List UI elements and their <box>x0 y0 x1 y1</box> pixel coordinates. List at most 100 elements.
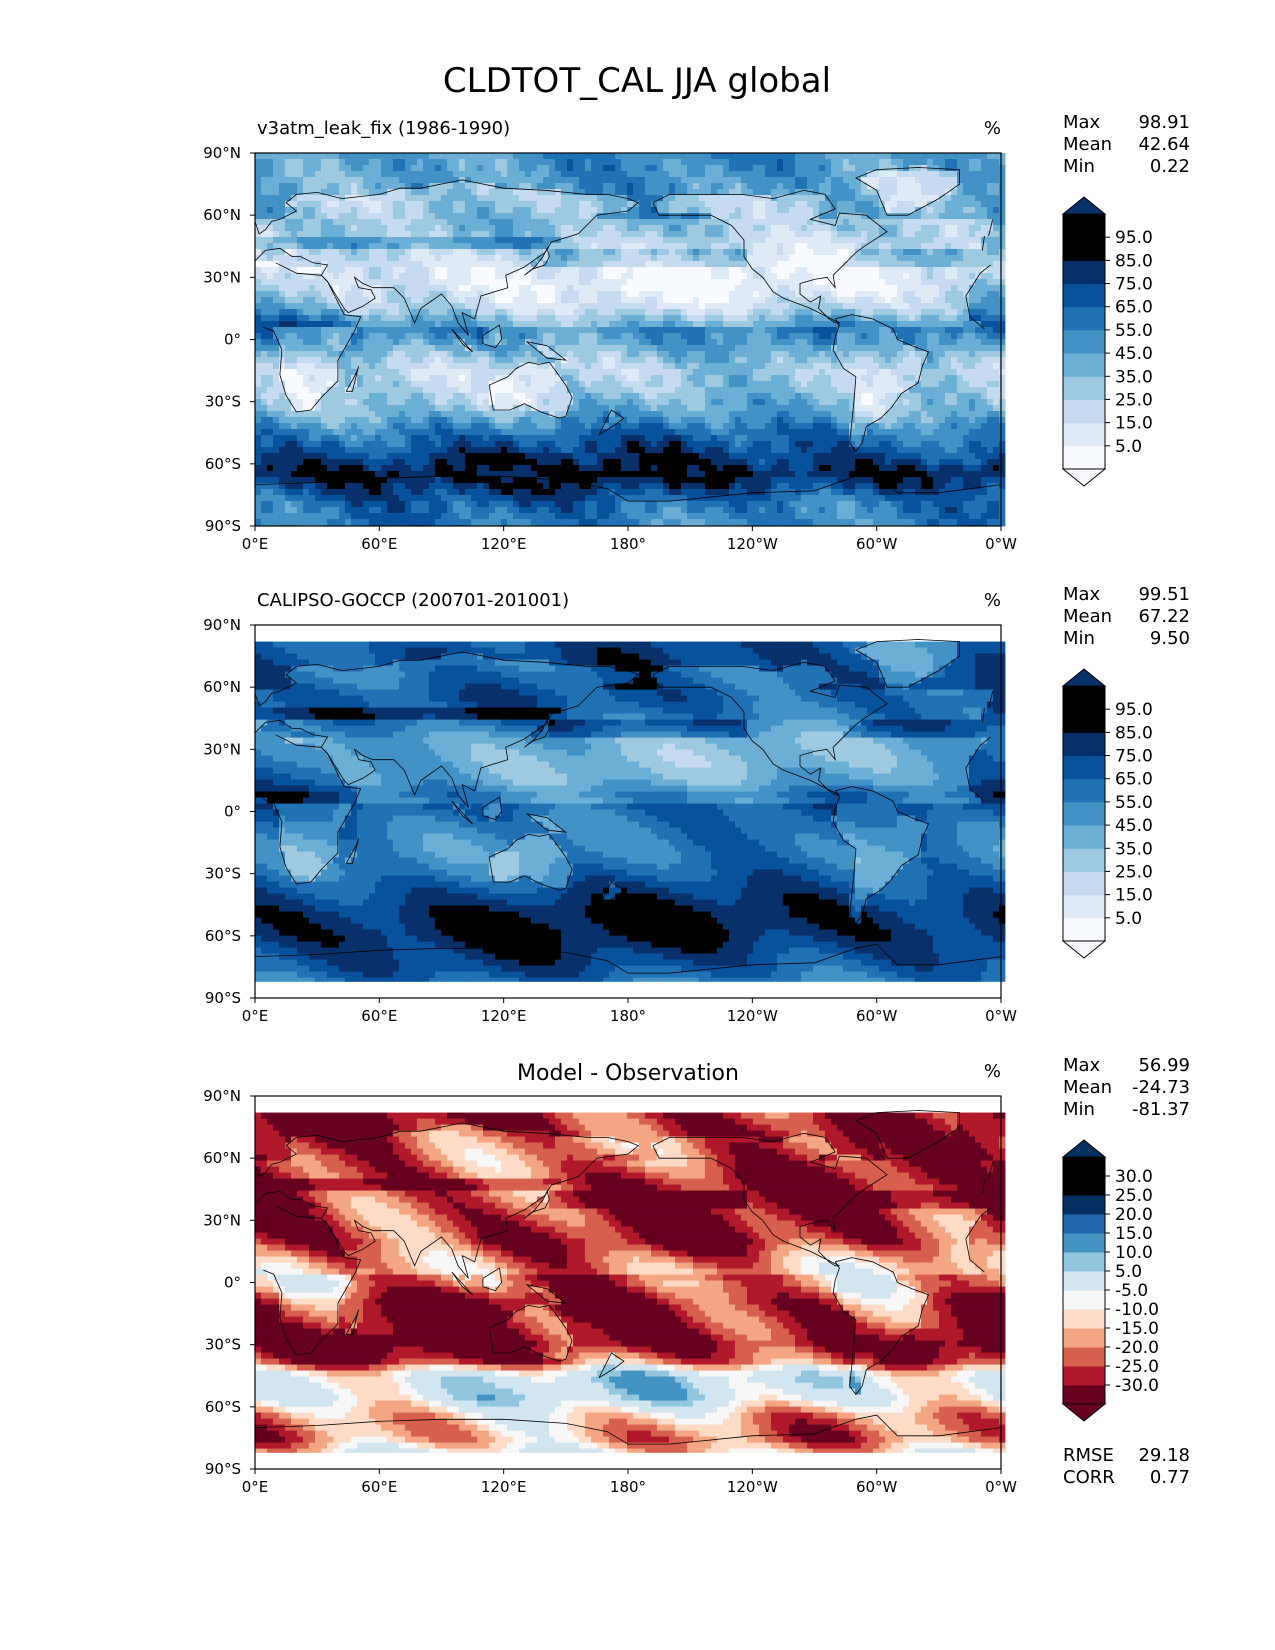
heatmap-cell <box>429 387 435 393</box>
heatmap-cell <box>759 165 765 171</box>
heatmap-cell <box>825 189 831 195</box>
heatmap-cell <box>525 321 531 327</box>
heatmap-cell <box>573 267 579 273</box>
heatmap-cell <box>645 225 651 231</box>
heatmap-cell <box>255 303 261 309</box>
heatmap-cell <box>321 207 327 213</box>
heatmap-cell <box>711 369 717 375</box>
heatmap-cell <box>477 249 483 255</box>
heatmap-cell <box>591 369 597 375</box>
heatmap-cell <box>939 369 945 375</box>
heatmap-cell <box>291 345 297 351</box>
heatmap-cell <box>927 249 933 255</box>
heatmap-cell <box>465 153 471 159</box>
heatmap-cell <box>285 345 291 351</box>
heatmap-cell <box>645 249 651 255</box>
heatmap-cell <box>771 333 777 339</box>
heatmap-cell <box>795 171 801 177</box>
heatmap-cell <box>807 363 813 369</box>
heatmap-cell <box>261 189 267 195</box>
heatmap-cell <box>597 327 603 333</box>
heatmap-cell <box>711 195 717 201</box>
heatmap-cell <box>999 237 1005 243</box>
heatmap-cell <box>621 159 627 165</box>
heatmap-cell <box>915 207 921 213</box>
heatmap-cell <box>357 183 363 189</box>
heatmap-cell <box>891 273 897 279</box>
heatmap-cell <box>285 219 291 225</box>
heatmap-cell <box>909 315 915 321</box>
heatmap-cell <box>465 177 471 183</box>
heatmap-cell <box>579 291 585 297</box>
heatmap-cell <box>555 315 561 321</box>
heatmap-cell <box>723 303 729 309</box>
heatmap-cell <box>789 279 795 285</box>
heatmap-cell <box>699 165 705 171</box>
heatmap-cell <box>741 177 747 183</box>
heatmap-cell <box>969 219 975 225</box>
heatmap-cell <box>597 375 603 381</box>
heatmap-cell <box>417 381 423 387</box>
heatmap-cell <box>435 333 441 339</box>
heatmap-cell <box>309 387 315 393</box>
heatmap-cell <box>513 255 519 261</box>
heatmap-cell <box>831 225 837 231</box>
heatmap-cell <box>471 381 477 387</box>
heatmap-cell <box>327 327 333 333</box>
heatmap-cell <box>693 177 699 183</box>
heatmap-cell <box>297 237 303 243</box>
heatmap-cell <box>795 231 801 237</box>
heatmap-cell <box>699 207 705 213</box>
heatmap-cell <box>465 303 471 309</box>
heatmap-cell <box>813 375 819 381</box>
heatmap-cell <box>327 345 333 351</box>
heatmap-cell <box>657 303 663 309</box>
heatmap-cell <box>939 375 945 381</box>
heatmap-cell <box>723 243 729 249</box>
heatmap-cell <box>813 225 819 231</box>
heatmap-cell <box>399 255 405 261</box>
heatmap-cell <box>603 195 609 201</box>
heatmap-cell <box>387 327 393 333</box>
heatmap-cell <box>717 303 723 309</box>
heatmap-cell <box>633 231 639 237</box>
heatmap-cell <box>435 345 441 351</box>
heatmap-cell <box>483 351 489 357</box>
heatmap-cell <box>471 369 477 375</box>
heatmap-cell <box>657 297 663 303</box>
heatmap-cell <box>483 375 489 381</box>
heatmap-cell <box>387 315 393 321</box>
heatmap-cell <box>615 357 621 363</box>
heatmap-cell <box>435 243 441 249</box>
heatmap-cell <box>831 297 837 303</box>
heatmap-cell <box>807 285 813 291</box>
heatmap-cell <box>765 255 771 261</box>
heatmap-cell <box>621 237 627 243</box>
heatmap-cell <box>867 159 873 165</box>
heatmap-cell <box>327 333 333 339</box>
heatmap-cell <box>795 345 801 351</box>
heatmap-cell <box>693 159 699 165</box>
heatmap-cell <box>645 381 651 387</box>
heatmap-cell <box>801 183 807 189</box>
heatmap-cell <box>951 303 957 309</box>
heatmap-cell <box>813 195 819 201</box>
heatmap-cell <box>747 285 753 291</box>
heatmap-cell <box>357 171 363 177</box>
heatmap-cell <box>435 231 441 237</box>
heatmap-cell <box>957 261 963 267</box>
heatmap-cell <box>819 315 825 321</box>
heatmap-cell <box>957 171 963 177</box>
heatmap-cell <box>309 285 315 291</box>
heatmap-cell <box>273 195 279 201</box>
heatmap-cell <box>255 351 261 357</box>
heatmap-cell <box>483 237 489 243</box>
heatmap-cell <box>507 327 513 333</box>
heatmap-cell <box>627 345 633 351</box>
heatmap-cell <box>669 273 675 279</box>
heatmap-cell <box>255 183 261 189</box>
heatmap-cell <box>255 321 261 327</box>
heatmap-cell <box>885 309 891 315</box>
heatmap-cell <box>843 273 849 279</box>
heatmap-cell <box>759 381 765 387</box>
